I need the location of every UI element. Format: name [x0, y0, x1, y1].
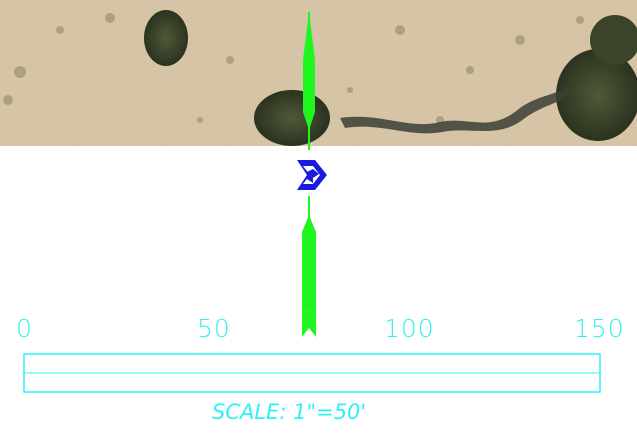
aerial-imagery [0, 0, 637, 146]
scale-bar [23, 353, 601, 393]
blue-cube-marker-icon[interactable] [297, 160, 327, 190]
scale-tick-label-150: 150 [574, 314, 625, 343]
dry-wash-channel-icon [340, 86, 572, 134]
scale-caption: SCALE: 1"=50' [212, 400, 367, 424]
scale-tick-label-0: 0 [16, 314, 33, 343]
shrub-icon [3, 13, 584, 124]
scale-tick-label-100: 100 [384, 314, 435, 343]
north-arrow-icon [302, 12, 316, 337]
scale-tick-label-50: 50 [197, 314, 231, 343]
